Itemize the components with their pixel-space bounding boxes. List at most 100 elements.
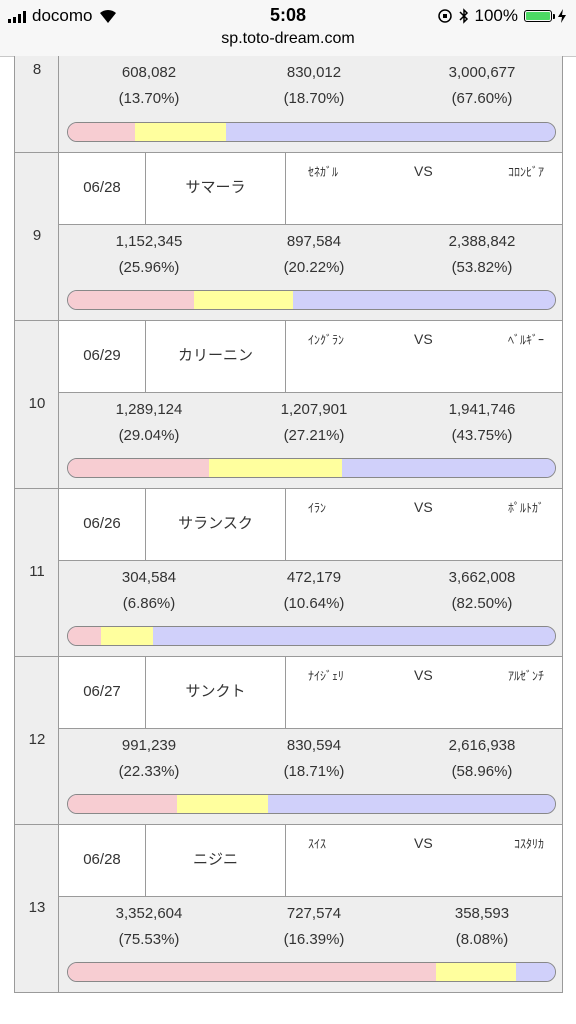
match-date: 06/27 bbox=[59, 657, 146, 728]
away-team: ｱﾙｾﾞﾝﾁ bbox=[507, 669, 544, 683]
bar-segment-home bbox=[68, 963, 436, 981]
vote-area: 304,584 (6.86%) 472,179 (10.64%) 3,662,008 (8… bbox=[59, 561, 562, 656]
vote-percent: (20.22%) bbox=[283, 259, 345, 276]
url-text[interactable]: sp.toto-dream.com bbox=[221, 30, 355, 47]
carrier-name: docomo bbox=[32, 6, 93, 25]
match-row: 12 06/27 サンクト ﾅｲｼﾞｪﾘ VS ｱﾙｾﾞﾝﾁ 991,239 (22.33%)… bbox=[14, 657, 563, 825]
vote-percent: (6.86%) bbox=[122, 595, 176, 612]
match-number-cell: 13 bbox=[15, 825, 59, 992]
vote-area: 1,289,124 (29.04%) 1,207,901 (27.21%) 1,941,… bbox=[59, 393, 562, 488]
vote-percent: (16.39%) bbox=[283, 931, 345, 948]
vote-share-bar bbox=[67, 458, 556, 478]
vote-percent: (29.04%) bbox=[118, 427, 180, 444]
match-number-cell: 10 bbox=[15, 321, 59, 488]
match-number-cell: 11 bbox=[15, 489, 59, 656]
bar-segment-away bbox=[153, 627, 555, 645]
bar-segment-draw bbox=[194, 291, 293, 309]
match-number-cell: 12 bbox=[15, 657, 59, 824]
match-info: 06/28 ニジニ ｽｲｽ VS ｺｽﾀﾘｶ bbox=[59, 825, 562, 897]
vote-percent: (53.82%) bbox=[451, 259, 513, 276]
vs-label: VS bbox=[414, 163, 433, 179]
vote-area: 608,082 (13.70%) 830,012 (18.70%) 3,000,677 (… bbox=[59, 56, 562, 152]
match-venue: サランスク bbox=[146, 489, 286, 560]
bar-segment-draw bbox=[435, 963, 516, 981]
vote-count: 1,941,746 bbox=[448, 401, 516, 418]
vote-col-home: 991,239 (22.33%) bbox=[64, 733, 234, 785]
vote-count: 3,662,008 bbox=[448, 569, 516, 586]
vote-share-bar bbox=[67, 122, 556, 142]
vote-col-home: 304,584 (6.86%) bbox=[64, 565, 234, 617]
vote-percent: (25.96%) bbox=[118, 259, 180, 276]
bar-segment-away bbox=[267, 795, 555, 813]
vote-col-away: 358,593 (8.08%) bbox=[397, 901, 567, 953]
match-venue: ニジニ bbox=[146, 825, 286, 896]
orientation-lock-icon bbox=[437, 9, 452, 23]
bar-segment-draw bbox=[101, 627, 154, 645]
vote-share-bar bbox=[67, 794, 556, 814]
match-number: 12 bbox=[28, 731, 46, 748]
vote-col-draw: 727,574 (16.39%) bbox=[229, 901, 399, 953]
match-number-cell: 9 bbox=[15, 153, 59, 320]
vote-col-away: 2,616,938 (58.96%) bbox=[397, 733, 567, 785]
vote-count: 3,000,677 bbox=[448, 64, 516, 81]
vote-col-draw: 830,594 (18.71%) bbox=[229, 733, 399, 785]
match-teams: ｾﾈｶﾞﾙ VS ｺﾛﾝﾋﾞｱ bbox=[286, 163, 562, 183]
away-team: ｺｽﾀﾘｶ bbox=[513, 837, 544, 851]
match-row: 11 06/26 サランスク ｲﾗﾝ VS ﾎﾟﾙﾄｶﾞ 304,584 (6.86%) 472… bbox=[14, 489, 563, 657]
bar-segment-draw bbox=[134, 123, 226, 141]
bar-segment-away bbox=[292, 291, 555, 309]
match-teams: ｽｲｽ VS ｺｽﾀﾘｶ bbox=[286, 835, 562, 855]
vote-col-draw: 830,012 (18.70%) bbox=[229, 60, 399, 112]
home-team: ｽｲｽ bbox=[308, 837, 327, 851]
clock: 5:08 bbox=[269, 5, 307, 25]
vote-percent: (43.75%) bbox=[451, 427, 513, 444]
vote-table: 8 608,082 (13.70%) 830,012 (18.70%) 3,000,677… bbox=[14, 56, 563, 993]
vote-col-away: 1,941,746 (43.75%) bbox=[397, 397, 567, 449]
vote-percent: (75.53%) bbox=[118, 931, 180, 948]
vote-count: 1,152,345 bbox=[115, 233, 183, 250]
vote-col-home: 608,082 (13.70%) bbox=[64, 60, 234, 112]
vote-count: 897,584 bbox=[286, 233, 342, 250]
vote-col-home: 1,152,345 (25.96%) bbox=[64, 229, 234, 281]
vote-count: 991,239 bbox=[121, 737, 177, 754]
vote-col-away: 3,662,008 (82.50%) bbox=[397, 565, 567, 617]
vote-count: 2,616,938 bbox=[448, 737, 516, 754]
match-number-cell: 8 bbox=[15, 56, 59, 152]
vote-percent: (22.33%) bbox=[118, 763, 180, 780]
match-number: 8 bbox=[32, 61, 42, 78]
signal-icon bbox=[8, 10, 26, 23]
wifi-icon bbox=[100, 9, 117, 23]
vote-count: 830,594 bbox=[286, 737, 342, 754]
vote-col-away: 2,388,842 (53.82%) bbox=[397, 229, 567, 281]
vote-share-bar bbox=[67, 290, 556, 310]
match-date: 06/28 bbox=[59, 153, 146, 224]
vote-col-draw: 897,584 (20.22%) bbox=[229, 229, 399, 281]
vote-share-bar bbox=[67, 626, 556, 646]
address-bar[interactable]: sp.toto-dream.com bbox=[0, 30, 576, 57]
vote-count: 1,207,901 bbox=[280, 401, 348, 418]
match-number: 10 bbox=[28, 395, 46, 412]
vote-percent: (58.96%) bbox=[451, 763, 513, 780]
bar-segment-home bbox=[68, 627, 102, 645]
match-row: 10 06/29 カリーニン ｲﾝｸﾞﾗﾝ VS ﾍﾞﾙｷﾞｰ 1,289,124 (29.0… bbox=[14, 321, 563, 489]
match-date: 06/28 bbox=[59, 825, 146, 896]
vote-share-bar bbox=[67, 962, 556, 982]
match-number: 13 bbox=[28, 899, 46, 916]
match-info: 06/26 サランスク ｲﾗﾝ VS ﾎﾟﾙﾄｶﾞ bbox=[59, 489, 562, 561]
match-info: 06/27 サンクト ﾅｲｼﾞｪﾘ VS ｱﾙｾﾞﾝﾁ bbox=[59, 657, 562, 729]
vote-count: 608,082 bbox=[121, 64, 177, 81]
vote-percent: (8.08%) bbox=[455, 931, 509, 948]
match-row: 13 06/28 ニジニ ｽｲｽ VS ｺｽﾀﾘｶ 3,352,604 (75.53%) 727… bbox=[14, 825, 563, 993]
vote-count: 3,352,604 bbox=[115, 905, 183, 922]
vote-percent: (18.71%) bbox=[283, 763, 345, 780]
match-number: 11 bbox=[29, 563, 45, 580]
match-date: 06/29 bbox=[59, 321, 146, 392]
away-team: ｺﾛﾝﾋﾞｱ bbox=[507, 165, 544, 179]
match-info: 06/29 カリーニン ｲﾝｸﾞﾗﾝ VS ﾍﾞﾙｷﾞｰ bbox=[59, 321, 562, 393]
battery-icon bbox=[524, 10, 555, 22]
vote-percent: (67.60%) bbox=[451, 90, 513, 107]
home-team: ｲﾗﾝ bbox=[308, 501, 327, 515]
bar-segment-away bbox=[515, 963, 555, 981]
match-teams: ﾅｲｼﾞｪﾘ VS ｱﾙｾﾞﾝﾁ bbox=[286, 667, 562, 687]
vote-col-home: 1,289,124 (29.04%) bbox=[64, 397, 234, 449]
